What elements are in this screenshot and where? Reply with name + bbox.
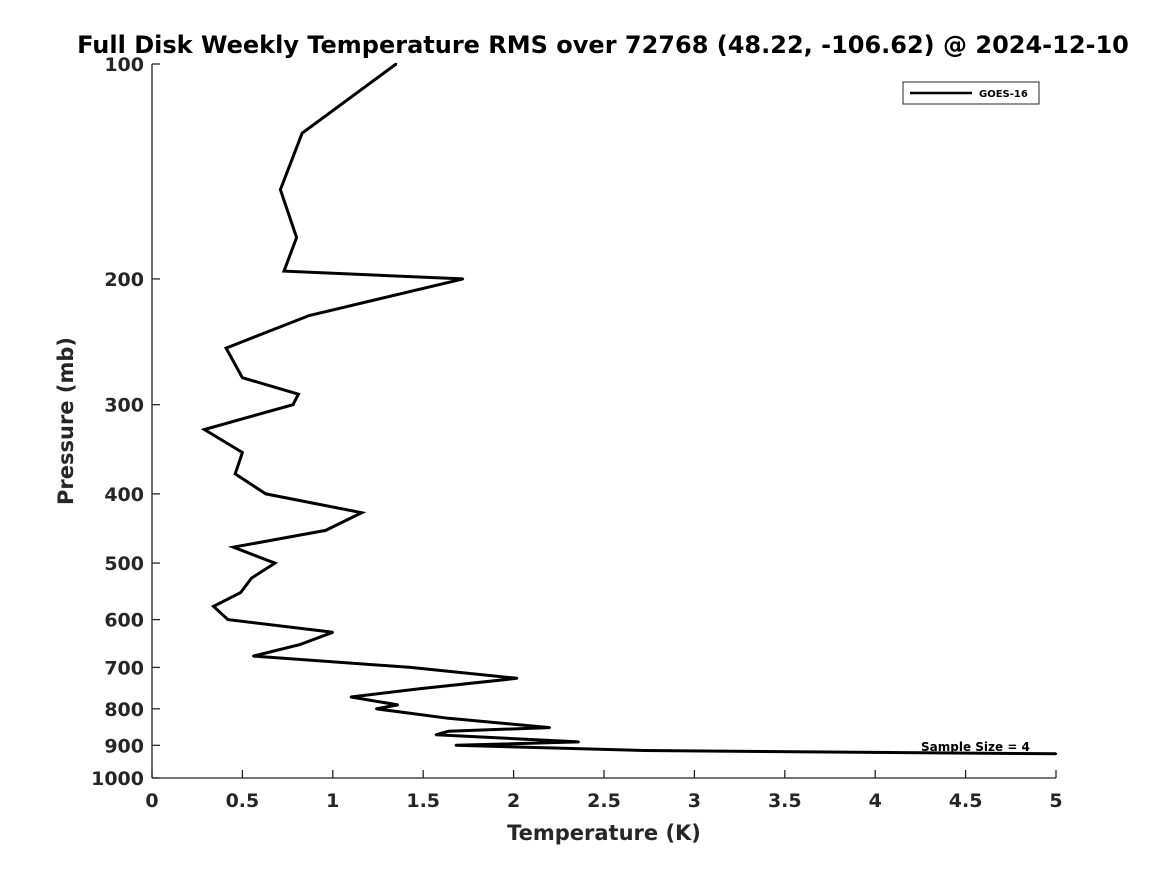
x-ticks: 0 0.5 1 1.5 2 2.5 3 3.5 4 4.5 5 bbox=[145, 770, 1063, 812]
series-point bbox=[396, 703, 400, 707]
series-point bbox=[252, 654, 255, 658]
y-tick-label: 200 bbox=[104, 269, 144, 291]
x-tick-label: 1 bbox=[326, 790, 339, 812]
series-point bbox=[241, 451, 244, 454]
series-point bbox=[250, 577, 253, 580]
legend: GOES-16 bbox=[902, 81, 1040, 105]
legend-label: GOES-16 bbox=[979, 89, 1028, 100]
y-tick-label: 800 bbox=[104, 699, 144, 721]
x-tick-label: 2 bbox=[507, 790, 520, 812]
series-point bbox=[273, 561, 277, 565]
series-point bbox=[224, 346, 228, 350]
x-tick-label: 0 bbox=[145, 790, 158, 812]
y-tick-label: 500 bbox=[104, 553, 144, 575]
y-tick-label: 600 bbox=[104, 610, 144, 632]
series-point bbox=[548, 726, 551, 729]
series-point bbox=[241, 376, 244, 379]
x-tick-label: 5 bbox=[1049, 790, 1062, 812]
series-point bbox=[264, 492, 268, 496]
x-tick-label: 0.5 bbox=[226, 790, 260, 812]
x-tick-label: 4.5 bbox=[949, 790, 983, 812]
series-point bbox=[394, 62, 398, 66]
series-point bbox=[331, 631, 334, 634]
series-point bbox=[308, 314, 311, 317]
x-axis-label: Temperature (K) bbox=[507, 821, 701, 845]
sample-size-annotation: Sample Size = 4 bbox=[921, 740, 1030, 754]
series-point bbox=[299, 643, 302, 646]
series-point bbox=[300, 132, 304, 135]
series-point bbox=[454, 744, 457, 747]
y-tick-label: 100 bbox=[104, 54, 144, 76]
series-point bbox=[516, 677, 519, 680]
series-point bbox=[642, 749, 645, 752]
series-point bbox=[434, 733, 438, 736]
series-point bbox=[291, 403, 295, 406]
series-point bbox=[324, 529, 327, 532]
series-point bbox=[203, 428, 206, 431]
series-layer bbox=[200, 62, 1058, 756]
x-tick-label: 3.5 bbox=[768, 790, 802, 812]
series-point bbox=[447, 717, 450, 720]
series-point bbox=[297, 393, 300, 396]
y-tick-label: 1000 bbox=[91, 768, 144, 790]
series-point bbox=[232, 546, 235, 549]
series-point bbox=[1054, 752, 1058, 755]
series-point bbox=[212, 605, 215, 608]
series-point bbox=[349, 695, 353, 699]
series-point bbox=[234, 472, 237, 476]
series-point bbox=[295, 236, 298, 239]
series-point bbox=[360, 511, 363, 514]
x-tick-label: 3 bbox=[688, 790, 701, 812]
series-point bbox=[375, 707, 378, 710]
x-tick-label: 2.5 bbox=[587, 790, 621, 812]
series-point bbox=[226, 618, 230, 621]
series-point bbox=[409, 666, 412, 669]
x-tick-label: 4 bbox=[869, 790, 882, 812]
y-axis-label: Pressure (mb) bbox=[54, 337, 78, 505]
y-tick-label: 900 bbox=[104, 735, 144, 757]
series-point bbox=[282, 269, 286, 273]
x-tick-label: 1.5 bbox=[406, 790, 440, 812]
y-tick-label: 300 bbox=[104, 395, 144, 417]
series-point bbox=[239, 591, 242, 594]
series-point bbox=[279, 188, 282, 191]
y-tick-label: 400 bbox=[104, 484, 144, 506]
series-point bbox=[447, 730, 450, 733]
series-point bbox=[461, 277, 465, 281]
series-point bbox=[418, 687, 421, 690]
y-tick-label: 700 bbox=[104, 657, 144, 679]
y-ticks: 100 200 300 400 500 600 700 800 900 1000 bbox=[91, 54, 160, 790]
chart-title: Full Disk Weekly Temperature RMS over 72… bbox=[77, 31, 1129, 59]
series-point bbox=[577, 740, 580, 744]
series-line bbox=[200, 62, 1057, 756]
